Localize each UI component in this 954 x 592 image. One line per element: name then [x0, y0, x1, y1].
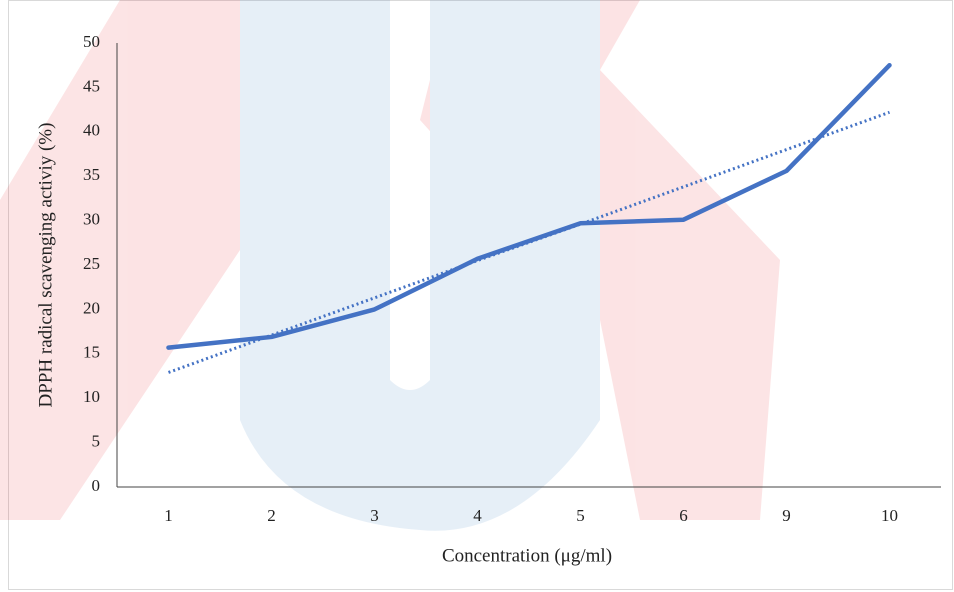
x-tick-label: 1 — [164, 506, 173, 525]
x-axis-title: Concentration (μg/ml) — [442, 545, 612, 566]
y-tick-label: 40 — [83, 121, 100, 140]
x-tick-label: 2 — [267, 506, 276, 525]
y-tick-label: 35 — [83, 165, 100, 184]
y-axis-title: DPPH radical scavenging activiy (%) — [35, 123, 56, 408]
y-tick-label: 10 — [83, 387, 100, 406]
y-tick-label: 50 — [83, 32, 100, 51]
x-tick-label: 10 — [881, 506, 898, 525]
y-tick-label: 30 — [83, 210, 100, 229]
y-tick-label: 15 — [83, 343, 100, 362]
y-tick-label: 25 — [83, 254, 100, 273]
y-tick-label: 45 — [83, 76, 100, 95]
x-tick-label: 6 — [679, 506, 688, 525]
page: {"chart_data": {"type": "line", "x_label… — [0, 0, 954, 592]
x-tick-label: 9 — [782, 506, 791, 525]
y-tick-label: 5 — [92, 432, 101, 451]
x-tick-label: 4 — [473, 506, 482, 525]
y-tick-label: 20 — [83, 298, 100, 317]
x-tick-label: 3 — [370, 506, 379, 525]
chart: Concentration (μg/ml) DPPH radical scave… — [0, 0, 954, 592]
x-tick-label: 5 — [576, 506, 585, 525]
y-tick-label: 0 — [92, 476, 101, 495]
